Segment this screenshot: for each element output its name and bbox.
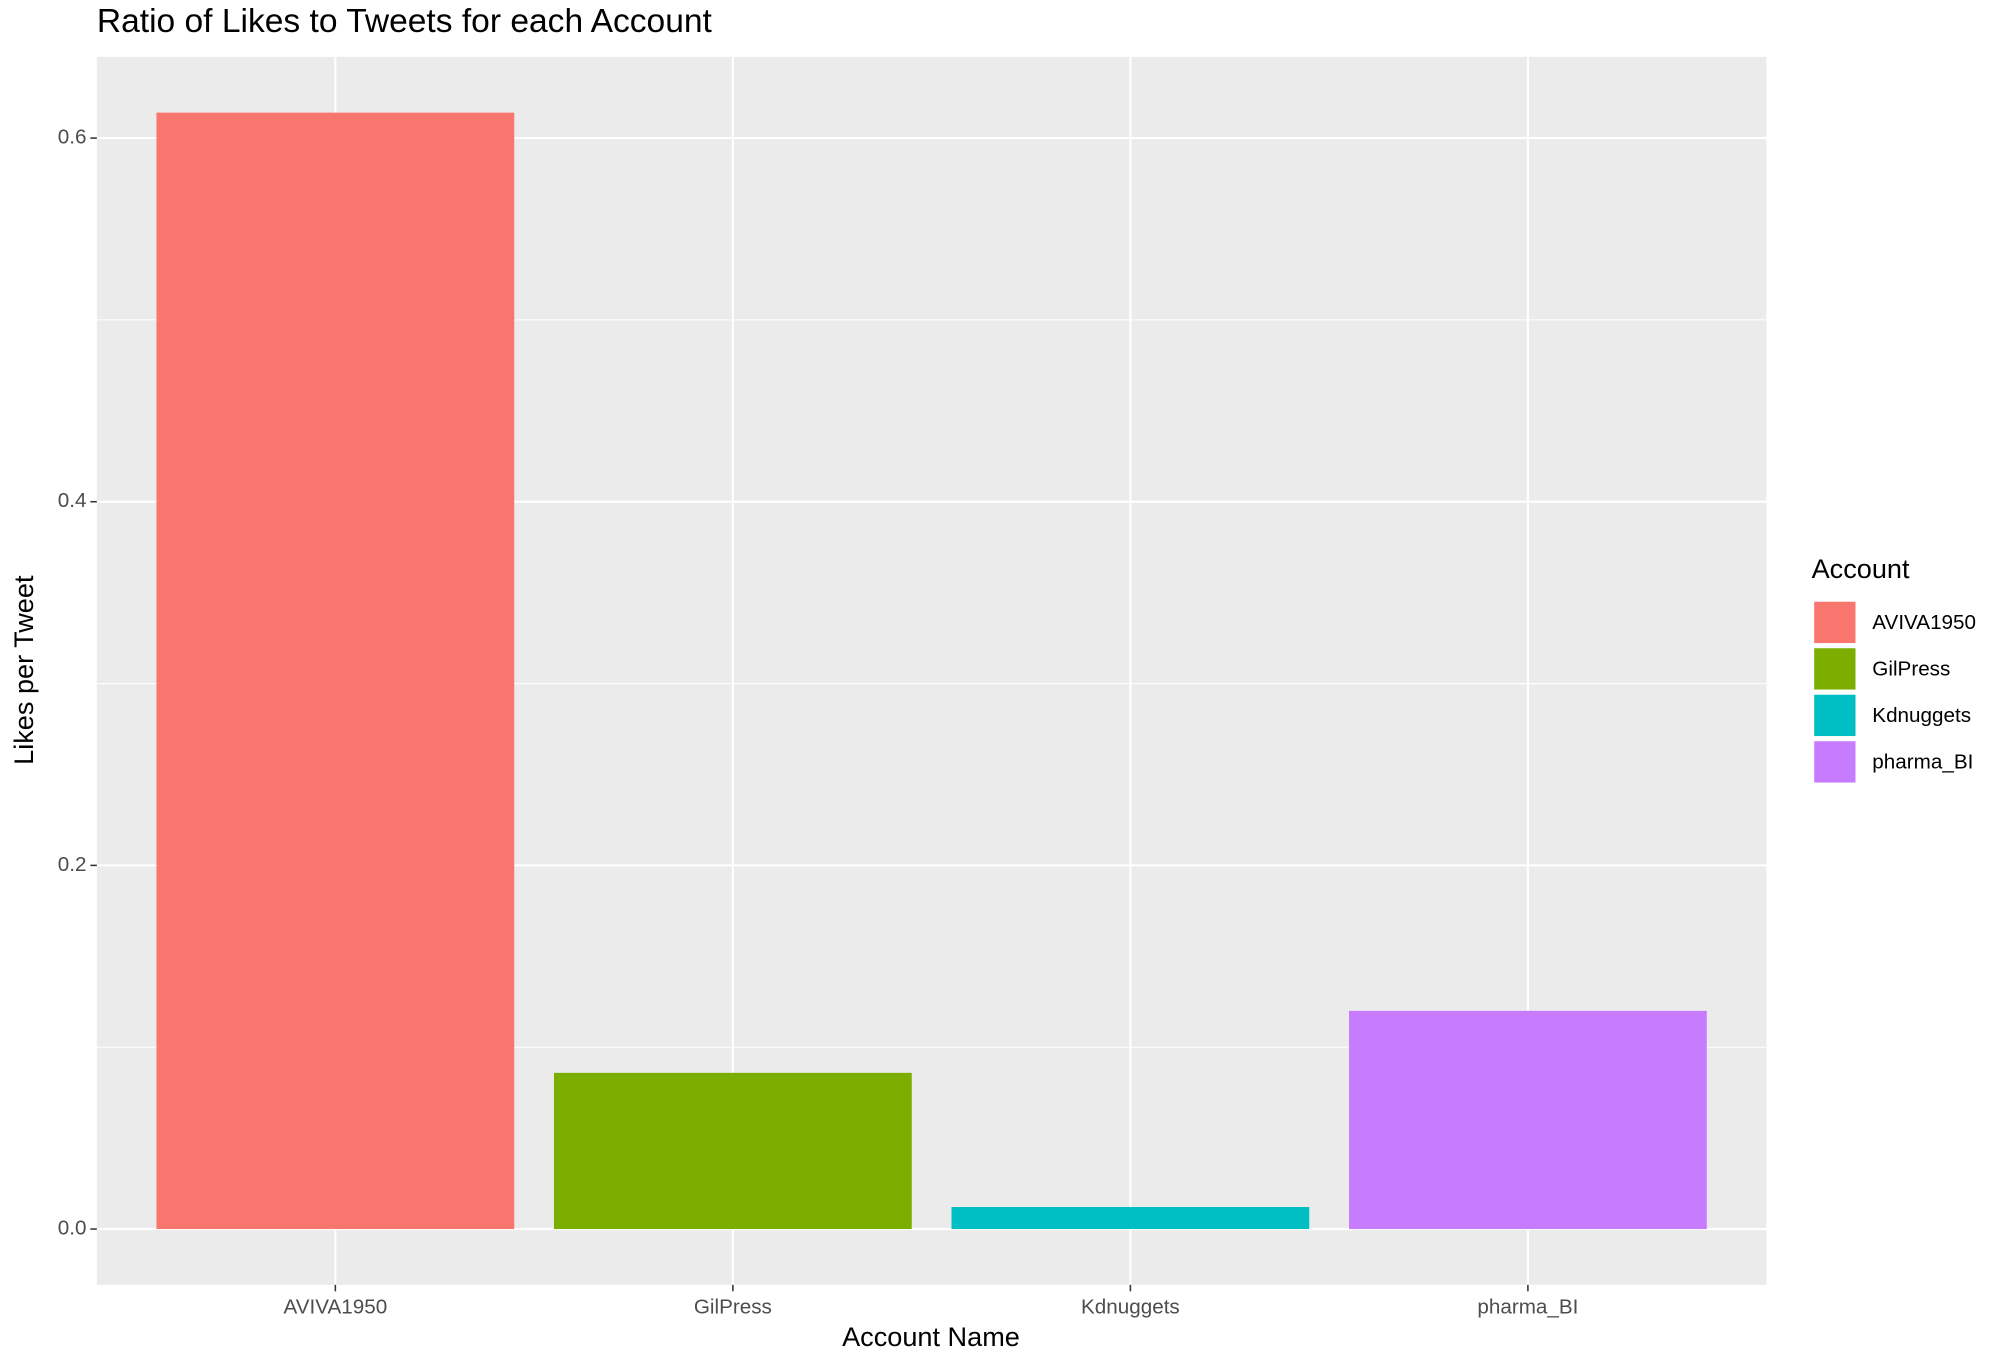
x-tick-label: GilPress bbox=[694, 1296, 772, 1319]
x-tick-label: AVIVA1950 bbox=[283, 1296, 387, 1319]
bar bbox=[1349, 1010, 1707, 1230]
legend-key bbox=[1814, 601, 1856, 644]
y-tick-label: 0.6 bbox=[58, 126, 87, 149]
bar bbox=[553, 1072, 912, 1230]
x-axis-title: Account Name bbox=[842, 1321, 1020, 1352]
legend-title: Account bbox=[1812, 553, 1910, 584]
y-tick-label: 0.0 bbox=[58, 1216, 87, 1239]
y-tick-label: 0.2 bbox=[58, 853, 87, 876]
x-tick-label: pharma_BI bbox=[1477, 1296, 1578, 1319]
legend-label: GilPress bbox=[1872, 658, 1950, 681]
chart-title: Ratio of Likes to Tweets for each Accoun… bbox=[97, 3, 713, 40]
bar bbox=[156, 112, 515, 1230]
legend-key bbox=[1814, 741, 1856, 783]
legend-key bbox=[1814, 694, 1856, 737]
bar bbox=[951, 1207, 1310, 1230]
legend-label: pharma_BI bbox=[1872, 751, 1973, 774]
y-tick-label: 0.4 bbox=[58, 489, 87, 512]
legend-key bbox=[1814, 648, 1856, 690]
legend-label: AVIVA1950 bbox=[1872, 611, 1976, 634]
legend-label: Kdnuggets bbox=[1872, 704, 1971, 727]
y-axis-title: Likes per Tweet bbox=[8, 575, 39, 765]
x-tick-label: Kdnuggets bbox=[1081, 1296, 1180, 1319]
